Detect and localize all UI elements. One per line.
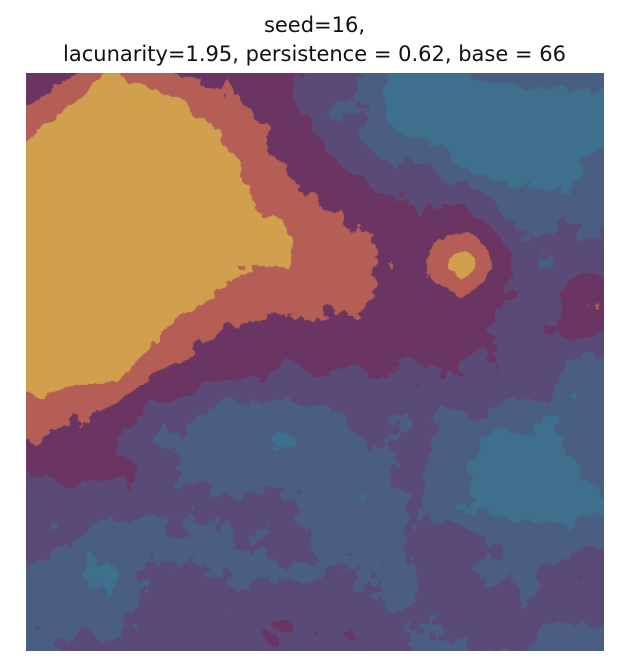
chart-title-line-1: seed=16, — [263, 13, 366, 37]
chart-title-line-2: lacunarity=1.95, persistence = 0.62, bas… — [63, 42, 566, 66]
noise-heatmap — [26, 73, 604, 651]
